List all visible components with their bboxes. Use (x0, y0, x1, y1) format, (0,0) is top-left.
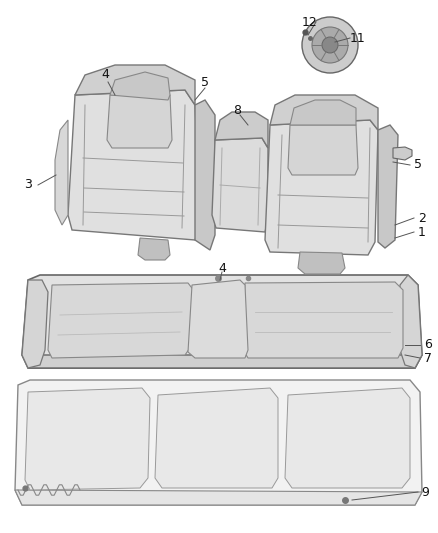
Polygon shape (400, 275, 422, 368)
Text: 4: 4 (218, 262, 226, 274)
Polygon shape (15, 380, 422, 505)
Text: 2: 2 (418, 212, 426, 224)
Polygon shape (68, 90, 200, 240)
Text: 6: 6 (424, 338, 432, 351)
Circle shape (302, 17, 358, 73)
Polygon shape (298, 252, 345, 274)
Text: 5: 5 (201, 76, 209, 88)
Polygon shape (288, 125, 358, 175)
Polygon shape (378, 125, 398, 248)
Text: 5: 5 (414, 158, 422, 172)
Polygon shape (75, 65, 195, 105)
Text: 12: 12 (302, 15, 318, 28)
Text: 8: 8 (233, 103, 241, 117)
Text: 9: 9 (421, 486, 429, 498)
Polygon shape (270, 95, 378, 130)
Polygon shape (188, 280, 248, 358)
Text: 3: 3 (24, 179, 32, 191)
Polygon shape (265, 120, 378, 255)
Polygon shape (285, 388, 410, 488)
Polygon shape (48, 283, 195, 358)
Polygon shape (25, 388, 150, 490)
Circle shape (312, 27, 348, 63)
Circle shape (322, 37, 338, 53)
Polygon shape (138, 238, 170, 260)
Text: 4: 4 (101, 69, 109, 82)
Polygon shape (22, 275, 422, 368)
Polygon shape (212, 138, 268, 232)
Polygon shape (155, 388, 278, 488)
Polygon shape (195, 100, 215, 250)
Text: 1: 1 (418, 225, 426, 238)
Polygon shape (110, 72, 170, 100)
Polygon shape (215, 112, 268, 148)
Polygon shape (22, 280, 48, 368)
Polygon shape (15, 490, 422, 505)
Polygon shape (393, 147, 412, 160)
Polygon shape (242, 282, 403, 358)
Polygon shape (28, 355, 422, 368)
Text: 7: 7 (424, 351, 432, 365)
Text: 11: 11 (350, 31, 366, 44)
Polygon shape (55, 120, 68, 225)
Polygon shape (107, 95, 172, 148)
Polygon shape (290, 100, 356, 125)
